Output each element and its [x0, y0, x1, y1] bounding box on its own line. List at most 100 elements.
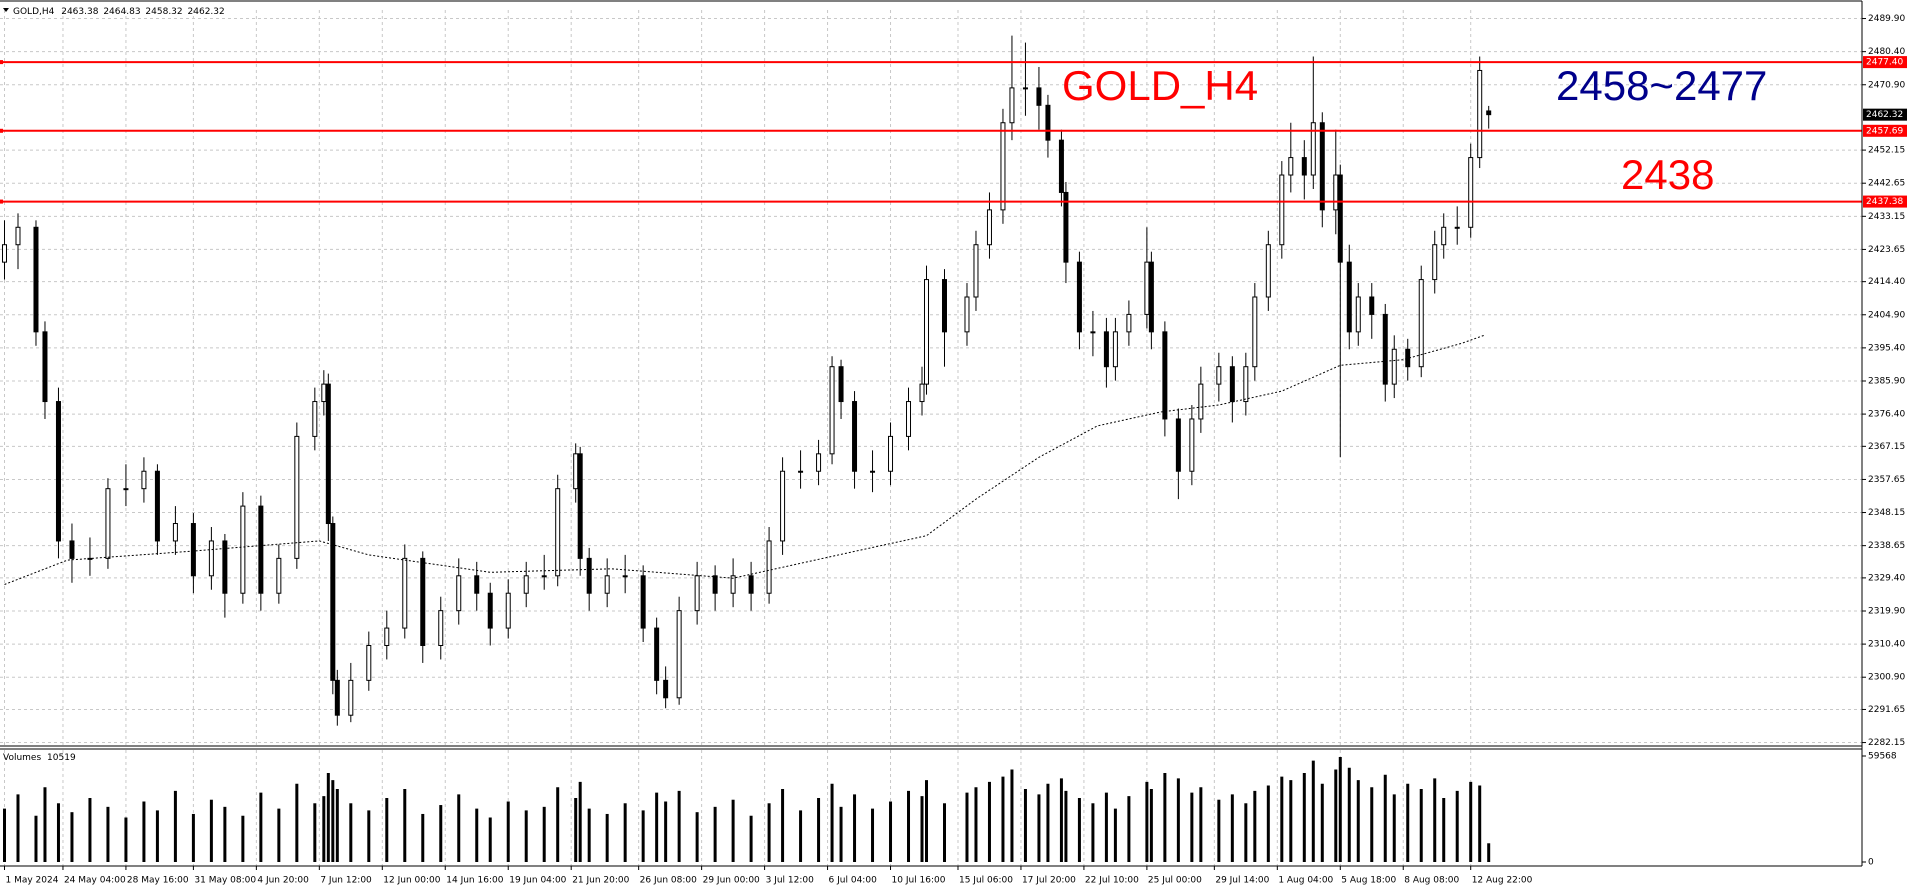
candle-body	[1477, 69, 1483, 159]
x-tick-label: 26 Jun 08:00	[640, 876, 697, 886]
y-tick-label: 2338.65	[1868, 541, 1905, 551]
candle-body	[1486, 110, 1492, 116]
volume-label: Volumes	[3, 753, 41, 763]
y-tick-label: 2433.15	[1868, 212, 1905, 222]
candle-body	[1355, 296, 1361, 333]
header-close: 2462.32	[188, 7, 225, 17]
level-label-box	[1863, 56, 1907, 69]
y-tick-label: 2385.90	[1868, 376, 1905, 386]
y-tick-label: 2452.15	[1868, 146, 1905, 156]
y-tick-label: 2300.90	[1868, 673, 1905, 683]
volume-header: Volumes 10519	[3, 753, 76, 763]
y-tick-label: 2480.40	[1868, 47, 1905, 57]
candle-body	[1112, 331, 1118, 368]
candle-body	[1198, 383, 1204, 420]
candle-body	[964, 296, 970, 333]
candle-body	[190, 523, 196, 577]
candle-body	[325, 383, 331, 525]
x-tick-label: 1 Aug 04:00	[1278, 876, 1333, 886]
x-tick-label: 19 Jun 04:00	[509, 876, 566, 886]
x-tick-label: 12 Aug 22:00	[1472, 876, 1533, 886]
marks-layer	[1, 35, 1492, 862]
y-tick-label: 2319.90	[1868, 606, 1905, 616]
y-tick-label: 2395.40	[1868, 343, 1905, 353]
header: GOLD,H4 2463.38 2464.83 2458.32 2462.32	[13, 7, 225, 17]
candle-body	[712, 575, 718, 594]
candle-body	[748, 575, 754, 594]
candle-body	[1337, 174, 1343, 263]
x-tick-label: 15 Jul 06:00	[959, 876, 1013, 886]
candle-body	[240, 505, 246, 594]
candle-body	[1, 244, 7, 263]
candle-body	[438, 610, 444, 647]
candle-body	[1076, 261, 1082, 333]
y-tick-label: 2367.15	[1868, 442, 1905, 452]
candle-body	[1175, 418, 1181, 472]
candle-body	[654, 627, 660, 681]
candle-body	[829, 366, 835, 455]
candle-body	[1022, 87, 1028, 90]
candle-body	[541, 575, 547, 578]
candle-body	[1468, 157, 1474, 228]
candle-body	[384, 627, 390, 647]
candle-body	[1454, 226, 1460, 229]
grid-layer	[0, 10, 1862, 866]
y-tick-label: 2423.65	[1868, 245, 1905, 255]
candle-body	[1265, 244, 1271, 298]
candle-body	[1391, 348, 1397, 385]
candle-body	[312, 401, 318, 437]
candle-body	[1126, 313, 1132, 333]
candle-body	[1279, 174, 1285, 246]
candle-body	[15, 226, 21, 246]
y-tick-label: 2442.65	[1868, 179, 1905, 189]
candle-body	[676, 610, 682, 699]
y-tick-label: 2414.40	[1868, 277, 1905, 287]
x-tick-label: 25 Jul 00:00	[1148, 876, 1202, 886]
candle-body	[780, 470, 786, 542]
candle-body	[919, 383, 925, 403]
candle-body	[208, 540, 214, 577]
y-tick-label: 2282.15	[1868, 738, 1905, 748]
x-tick-label: 1 May 2024	[5, 876, 58, 886]
level-label: 2477.40	[1866, 58, 1903, 68]
candle-body	[1288, 157, 1294, 176]
candle-body	[402, 557, 408, 629]
x-tick-label: 6 Jul 04:00	[829, 876, 878, 886]
y-tick-label: 2404.90	[1868, 310, 1905, 320]
candle-body	[1432, 244, 1438, 281]
candle-body	[586, 557, 592, 594]
volume-tick-label: 0	[1868, 858, 1874, 868]
level-label: 2457.69	[1866, 126, 1903, 136]
candle-body	[941, 279, 947, 333]
volume-tick-label: 59568	[1868, 752, 1897, 762]
candle-body	[1045, 104, 1051, 141]
x-tick-label: 22 Jul 10:00	[1085, 876, 1139, 886]
candle-body	[1319, 122, 1325, 211]
candle-body	[330, 523, 336, 681]
candle-body	[640, 575, 646, 629]
candle-body	[1058, 139, 1064, 193]
candle-body	[474, 575, 480, 594]
candle-body	[1243, 366, 1249, 403]
candle-body	[1144, 261, 1150, 315]
candle-body	[730, 575, 736, 594]
candle-body	[888, 435, 894, 472]
candle-body	[694, 575, 700, 612]
candle-body	[906, 401, 912, 437]
moving-average	[4, 334, 1485, 585]
candle-body	[1369, 296, 1375, 315]
level-marker	[0, 199, 3, 204]
candle-body	[573, 453, 579, 490]
candle-body	[577, 453, 583, 559]
candle-body	[172, 523, 178, 542]
x-tick-label: 21 Jun 20:00	[572, 876, 629, 886]
x-tick-label: 14 Jun 16:00	[446, 876, 503, 886]
x-tick-label: 5 Aug 18:00	[1341, 876, 1396, 886]
level-marker	[0, 128, 3, 133]
candle-body	[420, 557, 426, 647]
x-tick-label: 8 Aug 08:00	[1404, 876, 1459, 886]
current-price-label: 2462.32	[1866, 110, 1903, 120]
candle-body	[1441, 226, 1447, 246]
